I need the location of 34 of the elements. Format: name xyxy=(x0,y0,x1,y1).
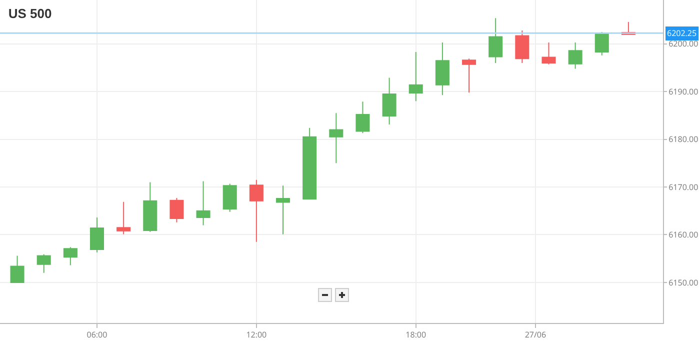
x-tick-label: 12:00 xyxy=(246,330,268,341)
y-tick-label: 6190.00 xyxy=(668,86,699,98)
y-tick-label: 6180.00 xyxy=(668,134,699,146)
candlestick xyxy=(408,52,423,102)
candlestick xyxy=(10,255,24,283)
candlestick xyxy=(170,198,184,223)
candlestick xyxy=(329,112,344,164)
ref-line-label: 6202.25 xyxy=(667,28,697,39)
candlestick xyxy=(488,18,503,64)
y-tick-label: 6160.00 xyxy=(668,230,699,241)
candlestick xyxy=(90,217,104,253)
y-tick-label: 6200.00 xyxy=(668,38,699,50)
candlestick xyxy=(276,185,290,235)
candlestick xyxy=(36,254,51,274)
candlestick xyxy=(249,179,264,242)
candlestick xyxy=(435,42,450,96)
candlestick xyxy=(63,246,78,266)
x-tick-label: 18:00 xyxy=(406,330,426,341)
y-tick-label: 6170.00 xyxy=(668,182,699,193)
candlestick xyxy=(302,127,317,200)
x-tick-label: 27/06 xyxy=(524,330,546,341)
candlestick xyxy=(382,77,396,126)
text: US 500 xyxy=(8,6,52,21)
x-tick-label: 06:00 xyxy=(86,330,108,341)
candlestick xyxy=(196,180,210,226)
y-tick-label: 6150.00 xyxy=(668,277,699,288)
candlestick xyxy=(568,42,582,70)
candlestick xyxy=(116,201,131,235)
candlestick xyxy=(143,182,158,232)
candlestick xyxy=(222,183,237,212)
candlestick xyxy=(515,30,530,64)
candlestick xyxy=(542,42,556,65)
candlestick xyxy=(356,101,370,134)
candlestick xyxy=(462,58,476,94)
